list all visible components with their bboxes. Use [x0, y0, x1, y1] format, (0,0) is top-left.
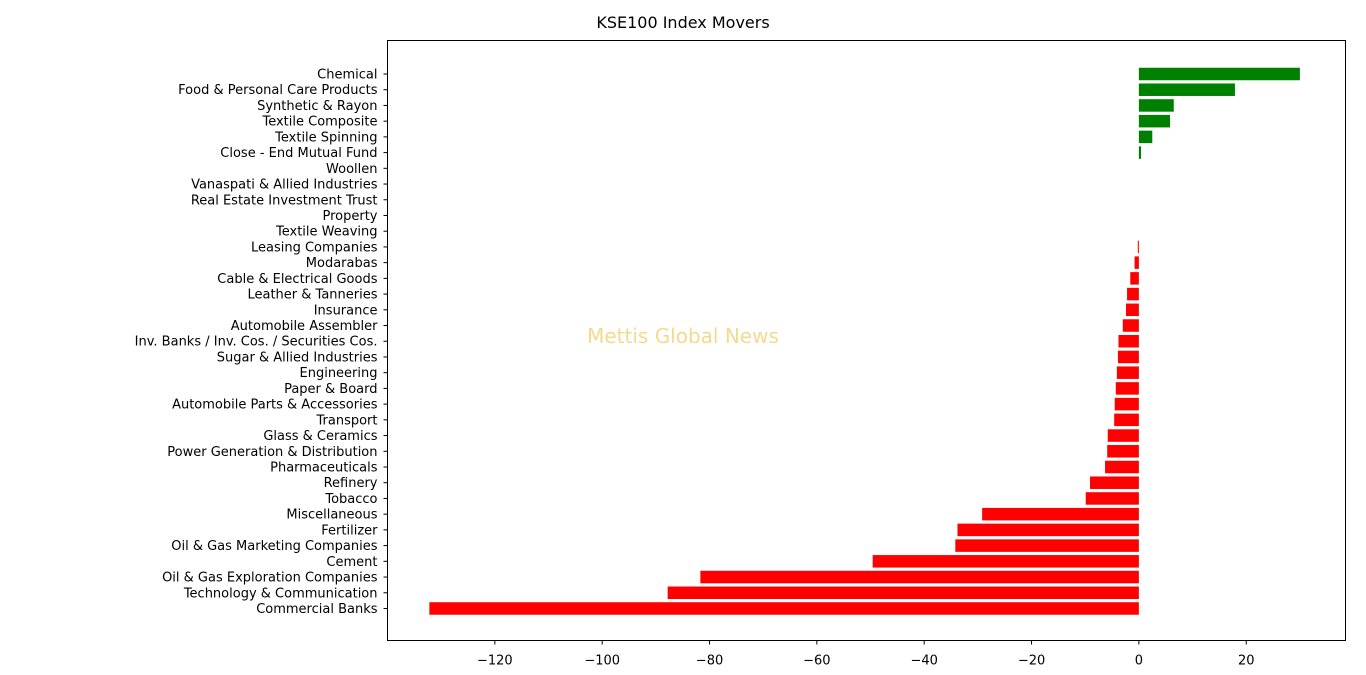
- category-label-transport: Transport: [315, 413, 377, 428]
- x-axis-ticks: −120 −100 −80 −60 −40 −20 0 20: [477, 640, 1255, 669]
- bar-refinery: [1090, 476, 1139, 489]
- category-label-woollen: Woollen: [326, 162, 377, 177]
- category-label-engineering: Engineering: [300, 366, 378, 381]
- plot-frame: [387, 40, 1346, 641]
- category-label-close-end-mutual-fund: Close - End Mutual Fund: [220, 146, 377, 161]
- bar-textile-spinning: [1138, 130, 1153, 144]
- category-label-sugar-allied-industries: Sugar & Allied Industries: [217, 350, 378, 365]
- bar-oil-gas-marketing-companies: [955, 539, 1139, 552]
- bar-glass-ceramics: [1107, 429, 1139, 442]
- x-tick-label: −80: [696, 654, 723, 669]
- category-label-cement: Cement: [326, 555, 377, 570]
- category-label-insurance: Insurance: [314, 303, 378, 318]
- bar-sugar-allied-industries: [1117, 350, 1139, 364]
- bar-transport: [1114, 413, 1139, 427]
- bar-automobile-assembler: [1122, 319, 1139, 332]
- category-label-fertilizer: Fertilizer: [321, 523, 378, 538]
- category-label-tobacco: Tobacco: [324, 492, 377, 507]
- x-tick-label: 20: [1238, 654, 1255, 669]
- category-label-textile-composite: Textile Composite: [261, 115, 377, 130]
- x-tick-label: −120: [477, 654, 513, 669]
- bar-close-end-mutual-fund: [1138, 146, 1142, 159]
- category-label-textile-weaving: Textile Weaving: [275, 225, 378, 240]
- category-label-miscellaneous: Miscellaneous: [286, 508, 377, 523]
- category-label-pharmaceuticals: Pharmaceuticals: [270, 461, 378, 476]
- category-label-oil-gas-exploration-companies: Oil & Gas Exploration Companies: [162, 571, 378, 586]
- bar-cement: [872, 555, 1139, 568]
- category-label-automobile-parts-accessories: Automobile Parts & Accessories: [172, 398, 378, 413]
- bar-inv-banks-inv-cos-securities-cos: [1118, 334, 1139, 348]
- bar-leasing-companies: [1137, 240, 1139, 254]
- category-label-vanaspati-allied-industries: Vanaspati & Allied Industries: [191, 178, 378, 193]
- bar-paper-board: [1115, 382, 1139, 395]
- bar-automobile-parts-accessories: [1114, 397, 1139, 411]
- bar-engineering: [1116, 366, 1139, 379]
- bar-textile-composite: [1138, 114, 1171, 128]
- bar-fertilizer: [957, 523, 1139, 537]
- category-label-property: Property: [322, 209, 377, 224]
- category-label-inv-banks-inv-cos-securities-cos: Inv. Banks / Inv. Cos. / Securities Cos.: [135, 335, 378, 350]
- category-label-power-generation-distribution: Power Generation & Distribution: [167, 445, 377, 460]
- category-label-chemical: Chemical: [317, 68, 377, 83]
- category-label-glass-ceramics: Glass & Ceramics: [263, 429, 377, 444]
- x-tick-label: 0: [1135, 654, 1143, 669]
- bar-insurance: [1125, 303, 1139, 317]
- bar-modarabas: [1134, 256, 1139, 269]
- category-label-refinery: Refinery: [324, 476, 378, 491]
- category-label-food-personal-care-products: Food & Personal Care Products: [178, 83, 378, 98]
- bar-tobacco: [1085, 492, 1139, 505]
- bar-cable-electrical-goods: [1130, 272, 1139, 285]
- bar-technology-communication: [667, 586, 1139, 600]
- x-tick-label: −20: [1018, 654, 1045, 669]
- category-label-commercial-banks: Commercial Banks: [256, 602, 378, 617]
- watermark: Mettis Global News: [587, 324, 779, 348]
- bar-synthetic-rayon: [1138, 99, 1174, 112]
- category-label-real-estate-investment-trust: Real Estate Investment Trust: [191, 193, 378, 208]
- x-tick-label: −40: [910, 654, 937, 669]
- chart-title: KSE100 Index Movers: [596, 13, 769, 32]
- bar-food-personal-care-products: [1138, 83, 1235, 96]
- bar-power-generation-distribution: [1107, 445, 1139, 458]
- category-label-leather-tanneries: Leather & Tanneries: [247, 288, 377, 303]
- category-label-modarabas: Modarabas: [306, 256, 378, 271]
- x-tick-label: −60: [803, 654, 830, 669]
- category-label-synthetic-rayon: Synthetic & Rayon: [257, 99, 377, 114]
- bars-group: [429, 67, 1300, 615]
- category-label-paper-board: Paper & Board: [284, 382, 377, 397]
- bar-chemical: [1138, 67, 1300, 81]
- category-label-automobile-assembler: Automobile Assembler: [231, 319, 378, 334]
- bar-leather-tanneries: [1127, 287, 1139, 301]
- x-tick-label: −100: [584, 654, 620, 669]
- bar-miscellaneous: [982, 507, 1139, 521]
- bar-oil-gas-exploration-companies: [700, 570, 1139, 584]
- category-label-leasing-companies: Leasing Companies: [251, 240, 378, 255]
- bar-pharmaceuticals: [1105, 460, 1139, 474]
- bar-commercial-banks: [429, 602, 1139, 615]
- category-label-technology-communication: Technology & Communication: [183, 586, 378, 601]
- category-label-oil-gas-marketing-companies: Oil & Gas Marketing Companies: [171, 539, 377, 554]
- category-label-cable-electrical-goods: Cable & Electrical Goods: [217, 272, 377, 287]
- category-label-textile-spinning: Textile Spinning: [274, 130, 377, 145]
